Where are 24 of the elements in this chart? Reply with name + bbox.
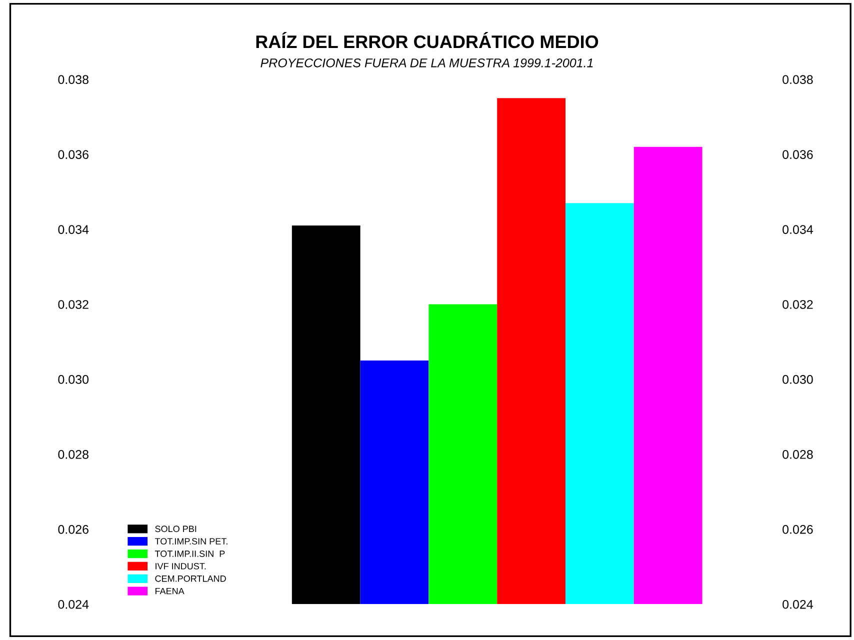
y-tick-label: 0.028	[58, 450, 88, 459]
legend-label: FAENA	[156, 588, 184, 594]
legend-label: IVF INDUST.	[156, 562, 206, 570]
y2-tick-label: 0.036	[782, 150, 813, 159]
y-tick-label: 0.038	[58, 75, 88, 84]
y-tick-label: 0.026	[58, 524, 88, 534]
y-tick-label: 0.032	[58, 300, 88, 309]
legend-label: CEM.PORTLAND	[155, 575, 226, 582]
y2-tick-label: 0.026	[782, 524, 813, 534]
chart-title: RAÍZ DEL ERROR CUADRÁTICO MEDIO	[256, 32, 598, 48]
chart-subtitle: PROYECCIONES FUERA DE LA MUESTRA 1999.1-2001.1	[260, 58, 593, 68]
y-tick-label: 0.030	[58, 375, 89, 384]
legend-label: TOT.IMP.II.SIN P	[154, 550, 225, 557]
y2-tick-label: 0.038	[782, 75, 813, 84]
y-tick-label: 0.036	[58, 150, 88, 159]
legend-label: TOT.IMP.SIN PET.	[154, 538, 228, 545]
y2-tick-label: 0.028	[782, 450, 813, 459]
y2-tick-label: 0.024	[782, 600, 813, 609]
legend-label: SOLO PBI	[155, 526, 196, 532]
y2-tick-label: 0.030	[782, 375, 813, 384]
y-tick-label: 0.024	[58, 600, 89, 609]
y2-tick-label: 0.034	[782, 225, 813, 234]
y-tick-label: 0.034	[58, 225, 89, 234]
y2-tick-label: 0.032	[782, 300, 813, 309]
